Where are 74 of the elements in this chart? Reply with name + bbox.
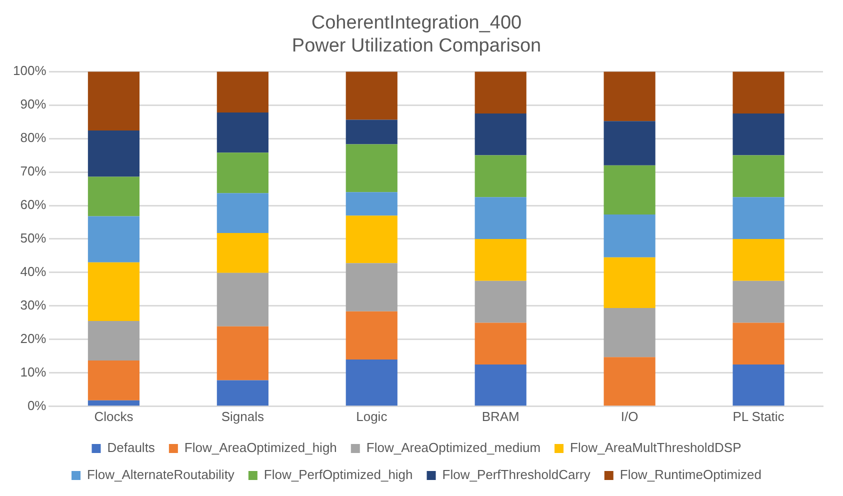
legend-label: Flow_PerfOptimized_high bbox=[264, 467, 413, 482]
bar bbox=[88, 400, 140, 406]
bar bbox=[346, 144, 398, 192]
bar bbox=[88, 130, 140, 177]
bar bbox=[216, 152, 268, 194]
bar bbox=[216, 72, 268, 112]
x-tick-label: Clocks bbox=[94, 408, 134, 424]
y-tick-label: 30% bbox=[20, 298, 47, 313]
y-tick-label: 0% bbox=[27, 398, 47, 413]
bar bbox=[474, 239, 526, 281]
y-tick-label: 80% bbox=[20, 130, 47, 146]
bar bbox=[346, 192, 398, 216]
bar bbox=[88, 262, 140, 322]
chart-title: CoherentIntegration_400 bbox=[311, 12, 522, 34]
bar bbox=[346, 263, 398, 312]
bar bbox=[604, 308, 656, 358]
bar bbox=[732, 239, 784, 281]
y-tick-label: 100% bbox=[13, 63, 47, 78]
bar bbox=[88, 360, 140, 400]
bar bbox=[732, 72, 784, 114]
bar bbox=[216, 380, 268, 406]
bar bbox=[88, 176, 140, 216]
bar bbox=[732, 364, 784, 406]
bar bbox=[88, 72, 140, 131]
bar bbox=[732, 113, 784, 156]
bar bbox=[346, 311, 398, 360]
y-tick-label: 90% bbox=[20, 96, 47, 112]
bar bbox=[732, 280, 784, 323]
y-tick-label: 20% bbox=[20, 331, 47, 346]
bar bbox=[346, 360, 398, 406]
legend-label: Flow_AreaMultThresholdDSP bbox=[570, 440, 742, 456]
bar bbox=[216, 272, 268, 326]
chart-subtitle: Power Utilization Comparison bbox=[292, 35, 542, 56]
bar bbox=[216, 193, 268, 233]
bar bbox=[474, 322, 526, 365]
bar bbox=[732, 322, 784, 365]
legend-label: Flow_AreaOptimized_medium bbox=[366, 440, 541, 456]
x-tick-label: Logic bbox=[356, 408, 388, 424]
bar bbox=[732, 155, 784, 198]
bar bbox=[474, 72, 526, 114]
y-tick-label: 60% bbox=[20, 197, 47, 212]
bar bbox=[474, 364, 526, 406]
bar bbox=[346, 120, 398, 144]
bar bbox=[216, 112, 268, 153]
bar bbox=[474, 155, 526, 198]
y-tick-label: 40% bbox=[20, 264, 47, 280]
bar bbox=[474, 280, 526, 323]
legend-label: Flow_AlternateRoutability bbox=[87, 467, 235, 482]
bar bbox=[346, 216, 398, 264]
bar bbox=[604, 257, 656, 308]
bar bbox=[216, 232, 268, 273]
legend-label: Flow_RuntimeOptimized bbox=[620, 467, 762, 482]
bar bbox=[88, 321, 140, 361]
bar bbox=[604, 357, 656, 406]
x-tick-label: PL Static bbox=[732, 408, 785, 424]
bar bbox=[88, 216, 140, 262]
legend-label: Flow_AreaOptimized_high bbox=[184, 440, 337, 456]
x-tick-label: BRAM bbox=[482, 408, 520, 424]
y-tick-label: 70% bbox=[20, 164, 47, 179]
x-tick-label: Signals bbox=[221, 408, 265, 424]
legend-label: Defaults bbox=[107, 440, 156, 456]
y-tick-label: 50% bbox=[20, 230, 47, 246]
y-tick-label: 10% bbox=[20, 364, 47, 380]
bar bbox=[732, 197, 784, 239]
bar bbox=[216, 326, 268, 380]
bar bbox=[604, 165, 656, 215]
bar bbox=[346, 72, 398, 120]
bar bbox=[474, 197, 526, 239]
bar bbox=[474, 113, 526, 156]
x-tick-label: I/O bbox=[620, 408, 638, 424]
bar bbox=[604, 72, 656, 122]
legend-label: Flow_PerfThresholdCarry bbox=[442, 467, 591, 482]
bar bbox=[604, 214, 656, 258]
bar bbox=[604, 121, 656, 166]
